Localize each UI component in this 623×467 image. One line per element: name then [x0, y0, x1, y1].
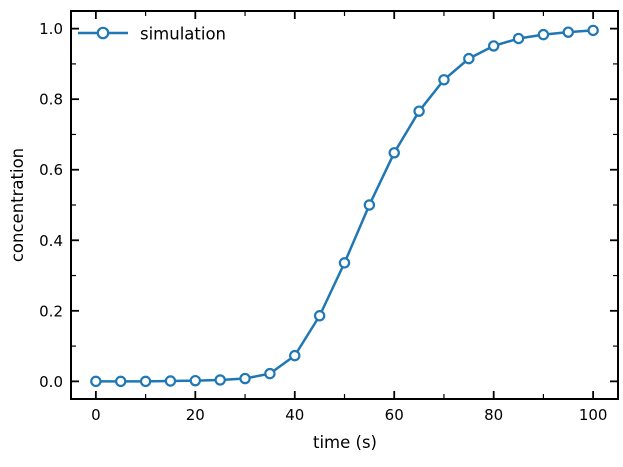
data-point-marker [388, 147, 400, 159]
data-line [94, 29, 595, 383]
data-point-marker [239, 372, 251, 385]
data-point-marker [90, 375, 102, 388]
x-tick-label: 80 [484, 406, 503, 424]
y-tick-label: 1.0 [39, 20, 63, 38]
data-point-marker [214, 374, 226, 386]
x-tick-label: 60 [385, 406, 404, 424]
data-point-marker [587, 24, 599, 37]
x-tick-label: 40 [285, 406, 304, 424]
tick-marks [72, 12, 617, 398]
data-point-marker [338, 257, 351, 269]
y-axis-label: concentration [8, 148, 27, 262]
data-point-marker [264, 367, 276, 380]
data-point-marker [463, 52, 475, 65]
x-tick-label: 0 [91, 406, 101, 424]
data-point-marker [164, 375, 177, 387]
data-point-marker [115, 375, 127, 388]
data-point-marker [363, 199, 376, 211]
y-tick-label: 0.4 [39, 232, 63, 250]
data-point-marker [537, 28, 550, 41]
tick-labels: 0 20 40 60 80 100 0.0 0.2 0.4 0.6 0.8 1.0 [39, 20, 607, 424]
legend: simulation [78, 25, 226, 44]
x-tick-label: 100 [579, 406, 608, 424]
data-point-marker [562, 26, 574, 38]
legend-label: simulation [140, 25, 226, 44]
y-tick-label: 0.0 [39, 373, 63, 391]
x-axis-label: time (s) [313, 433, 377, 452]
series-simulation [90, 24, 599, 388]
data-point-marker [413, 105, 425, 117]
y-tick-label: 0.6 [39, 161, 63, 179]
data-point-marker [189, 374, 202, 387]
data-point-marker [139, 375, 152, 388]
data-point-marker [438, 74, 450, 86]
axes-frame [70, 10, 619, 400]
data-point-marker [289, 349, 301, 362]
data-point-marker [313, 310, 326, 322]
y-tick-label: 0.8 [39, 91, 63, 109]
y-tick-label: 0.2 [39, 302, 63, 320]
data-point-marker [512, 32, 525, 45]
x-tick-label: 20 [186, 406, 205, 424]
data-point-marker [487, 40, 500, 52]
legend-marker [96, 26, 110, 40]
